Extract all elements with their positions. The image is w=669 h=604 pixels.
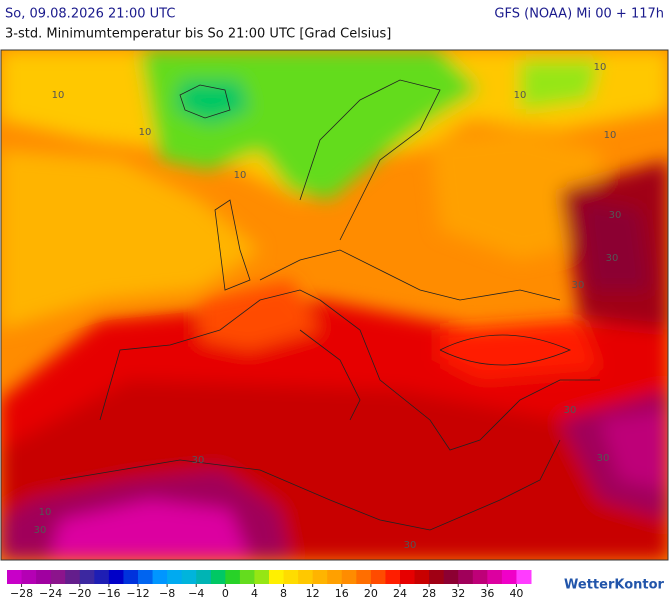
logo-box — [548, 568, 668, 598]
color-swatch — [181, 570, 197, 584]
color-swatch — [458, 570, 474, 584]
color-swatch — [123, 570, 139, 584]
map-frame — [0, 49, 669, 561]
legend-tick-label: 20 — [364, 587, 378, 600]
color-swatch — [283, 570, 299, 584]
color-swatch — [370, 570, 386, 584]
color-swatch — [472, 570, 488, 584]
legend-tick-label: −12 — [126, 587, 149, 600]
map — [1, 50, 668, 560]
legend-tick-label: 28 — [422, 587, 436, 600]
contour-label: 10 — [514, 90, 527, 101]
legend-tick-label: 4 — [251, 587, 258, 600]
contour-label: 10 — [234, 170, 247, 181]
legend-tick-label: −16 — [97, 587, 120, 600]
color-swatch — [94, 570, 110, 584]
legend-tick-label: −24 — [39, 587, 62, 600]
legend-tick-label: 0 — [222, 587, 229, 600]
legend-tick-label: −4 — [188, 587, 204, 600]
contour-label: 30 — [564, 405, 577, 416]
legend-tick-label: 36 — [480, 587, 494, 600]
legend-tick-label: 40 — [509, 587, 523, 600]
color-swatch — [196, 570, 212, 584]
color-swatch — [487, 570, 503, 584]
color-swatch — [108, 570, 124, 584]
color-swatch — [429, 570, 445, 584]
color-swatch — [210, 570, 226, 584]
color-swatch — [65, 570, 81, 584]
contour-label: 30 — [606, 253, 619, 264]
subtitle: 3-std. Minimumtemperatur bis So 21:00 UT… — [5, 27, 391, 42]
legend-tick-label: 16 — [335, 587, 349, 600]
color-swatch — [298, 570, 314, 584]
contour-label: 30 — [192, 455, 205, 466]
color-swatch — [516, 570, 532, 584]
color-swatch — [312, 570, 328, 584]
model-run: GFS (NOAA) Mi 00 + 117h — [494, 7, 664, 22]
color-swatch — [414, 570, 430, 584]
legend-tick-label: −20 — [68, 587, 91, 600]
coastlines — [59, 79, 600, 531]
color-swatch — [7, 570, 23, 584]
contour-label: 10 — [139, 127, 152, 138]
legend-tick-label: 12 — [306, 587, 320, 600]
legend-tick-label: −28 — [10, 587, 33, 600]
color-swatch — [385, 570, 401, 584]
color-swatch — [341, 570, 357, 584]
color-swatch — [138, 570, 154, 584]
contour-label: 30 — [597, 453, 610, 464]
contour-label: 30 — [34, 525, 47, 536]
contour-label: 30 — [404, 540, 417, 551]
color-swatch — [327, 570, 343, 584]
legend-tick-label: 32 — [451, 587, 465, 600]
contour-label: 10 — [604, 130, 617, 141]
color-swatch — [443, 570, 459, 584]
legend-tick-label: −8 — [159, 587, 175, 600]
contour-label: 30 — [609, 210, 622, 221]
color-swatch — [356, 570, 372, 584]
legend-tick-label: 8 — [280, 587, 287, 600]
contour-label: 30 — [572, 280, 585, 291]
color-swatch — [167, 570, 183, 584]
legend-tick-label: 24 — [393, 587, 407, 600]
color-swatch — [225, 570, 241, 584]
logo: WetterKontor — [564, 578, 665, 593]
color-swatch — [79, 570, 95, 584]
color-swatch — [269, 570, 285, 584]
color-swatch — [21, 570, 37, 584]
color-swatch — [239, 570, 255, 584]
valid-time: So, 09.08.2026 21:00 UTC — [5, 7, 175, 22]
color-swatch — [50, 570, 66, 584]
contour-label: 10 — [594, 62, 607, 73]
color-swatch — [501, 570, 517, 584]
contour-label: 10 — [52, 90, 65, 101]
color-swatch — [152, 570, 168, 584]
contour-label: 10 — [39, 507, 52, 518]
color-swatch — [36, 570, 52, 584]
color-swatch — [400, 570, 416, 584]
color-swatch — [254, 570, 270, 584]
